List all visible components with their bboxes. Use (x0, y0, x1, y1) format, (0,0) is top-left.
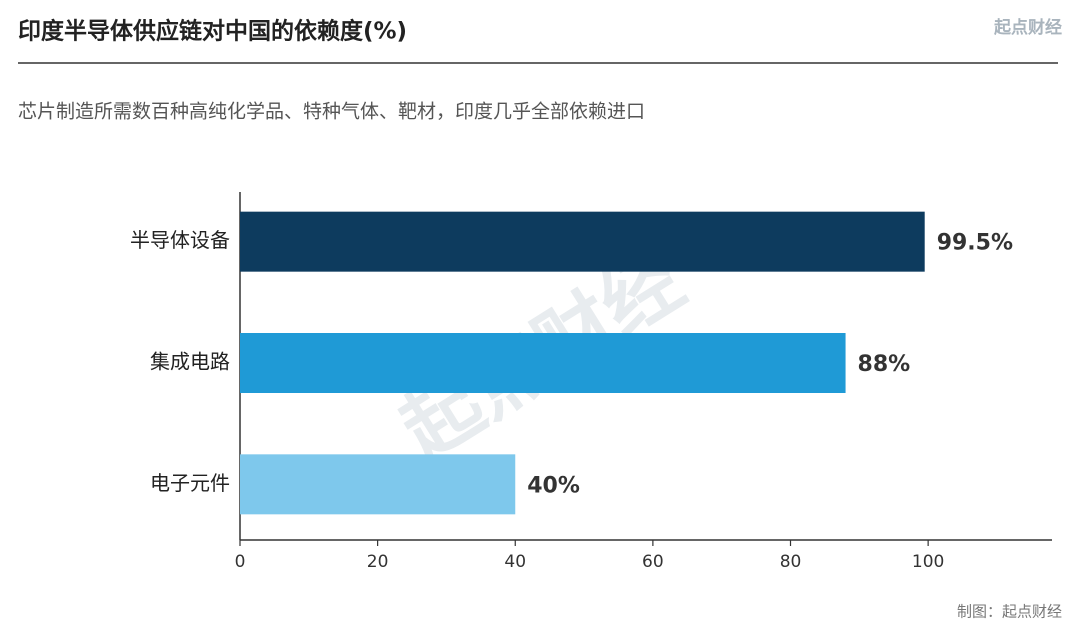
y-tick-label: 电子元件 (150, 471, 230, 495)
value-label: 88% (858, 352, 911, 377)
subtitle: 芯片制造所需数百种高纯化学品、特种气体、靶材，印度几乎全部依赖进口 (18, 101, 645, 123)
x-tick-label: 40 (504, 552, 526, 572)
value-label: 99.5% (937, 231, 1013, 256)
brand: 起点财经 (993, 17, 1062, 38)
x-tick-label: 80 (780, 552, 802, 572)
x-tick-label: 60 (642, 552, 664, 572)
x-tick-label: 20 (367, 552, 389, 572)
x-tick-label: 100 (912, 552, 944, 572)
x-tick-label: 0 (235, 552, 246, 572)
bar (240, 211, 925, 272)
bar (240, 454, 516, 515)
y-tick-label: 集成电路 (150, 350, 230, 374)
chart-title: 印度半导体供应链对中国的依赖度(%) (18, 18, 407, 45)
bar (240, 333, 846, 393)
source: 制图：起点财经 (957, 603, 1062, 621)
y-tick-label: 半导体设备 (130, 228, 230, 252)
value-label: 40% (527, 473, 580, 498)
